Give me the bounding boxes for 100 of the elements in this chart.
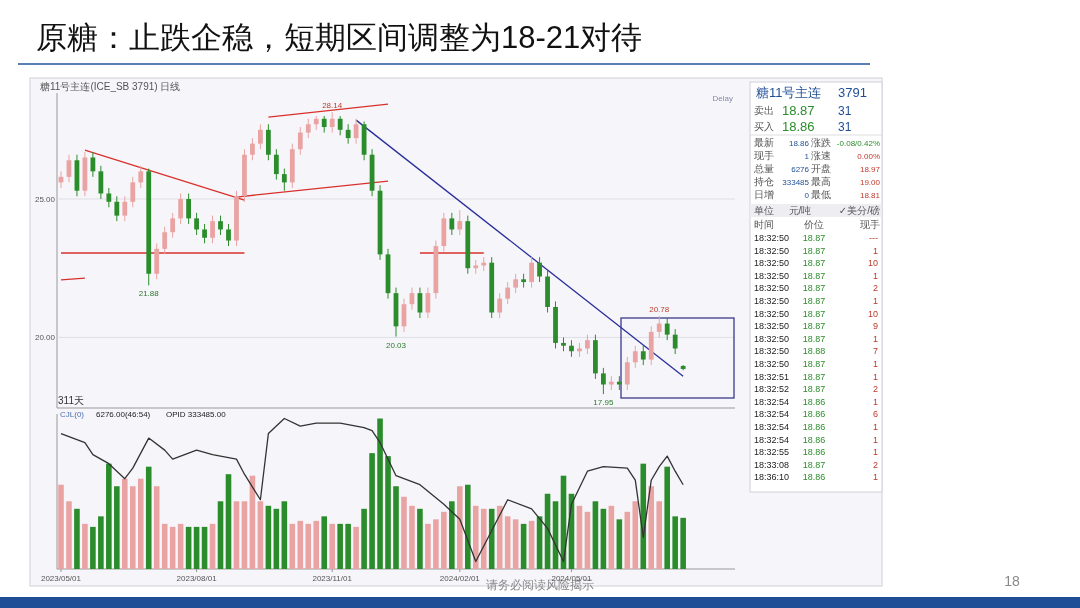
annotation: 311天 (58, 395, 84, 406)
text: 18.87 (802, 283, 826, 294)
text: 18.86 (802, 434, 826, 445)
text: 18:32:54 (754, 422, 790, 432)
text: 18:32:52 (754, 384, 790, 395)
text: 18.87 (802, 371, 826, 382)
text: 18.86 (802, 396, 826, 407)
text: 18:32:50 (754, 270, 790, 281)
text: 现手 (754, 150, 774, 161)
text: 18.87 (802, 459, 826, 470)
text: 单位 (754, 205, 774, 216)
annotation: 20.78 (649, 304, 670, 314)
text: 卖出 (754, 105, 774, 116)
text: 18:32:50 (754, 346, 790, 357)
text: 18.87 (802, 321, 826, 332)
text: 10 (867, 258, 878, 269)
x-tick-label: 2024/02/01 (439, 574, 481, 583)
text: 18.87 (782, 103, 815, 118)
annotation: 6276.00(46:54) (96, 410, 151, 419)
text: 1 (872, 396, 878, 407)
text: 18:32:50 (754, 321, 790, 332)
text: 18.81 (859, 191, 881, 200)
y-tick-label: 20.00 (34, 333, 56, 343)
text: 18.87 (802, 245, 826, 256)
text: 18:32:50 (754, 283, 790, 294)
text: 19.00 (859, 178, 881, 187)
chart-title: 原糖：止跌企稳，短期区间调整为18-21对待 (36, 20, 643, 55)
text: 0.00% (857, 152, 880, 161)
text: 1 (872, 447, 878, 458)
text: 18.86 (788, 139, 810, 148)
text: 持仓 (754, 176, 774, 187)
text: 18.87 (802, 359, 826, 369)
text: 31 (838, 104, 852, 118)
text: 18:32:50 (754, 308, 790, 319)
text: 2 (872, 283, 878, 294)
text: 18.86 (782, 119, 815, 134)
text: 最新 (754, 137, 774, 148)
annotation: 20.03 (385, 340, 407, 350)
text: 18:32:50 (754, 258, 790, 269)
text: 糖11号主连(ICE_SB 3791) 日线 (40, 81, 181, 92)
annotation: 17.95 (593, 398, 614, 408)
text: 最低 (811, 189, 831, 200)
text: 18:32:50 (754, 296, 790, 306)
text: 1 (872, 371, 878, 382)
text: 6 (872, 409, 878, 420)
text: 0 (804, 191, 810, 200)
text: 18.86 (802, 447, 826, 458)
text: 总量 (753, 163, 774, 174)
text: 18:33:08 (754, 459, 790, 470)
text: 18:32:50 (754, 233, 790, 243)
text: 2 (872, 459, 878, 470)
text: 1 (804, 152, 810, 161)
text: 18.86 (802, 422, 826, 432)
x-tick-label: 2023/08/01 (176, 574, 218, 583)
text: 18:32:50 (754, 245, 790, 256)
text: 18:32:54 (754, 409, 790, 420)
y-tick-label: 25.00 (34, 195, 56, 205)
annotation: 21.88 (138, 289, 160, 299)
text: 1 (872, 472, 878, 483)
text: 1 (872, 422, 878, 432)
text: 18.87 (802, 308, 826, 319)
text: 18:32:50 (754, 333, 790, 344)
text: 10 (867, 308, 878, 319)
text: ✓美分/磅 (838, 205, 880, 216)
text: 333485 (782, 178, 810, 187)
text: 31 (838, 120, 852, 134)
text: 18.87 (802, 296, 826, 306)
text: 1 (872, 296, 878, 306)
text: 买入 (754, 121, 774, 132)
text: 18.88 (802, 346, 826, 357)
text: 糖11号主连 (756, 85, 822, 100)
text: 18:32:55 (754, 447, 790, 458)
annotation: OPID 333485.00 (166, 410, 227, 419)
text: 1 (872, 245, 878, 256)
x-tick-label: 2023/11/01 (312, 574, 353, 583)
annotation: CJL(0) (60, 410, 85, 419)
text: Delay (712, 94, 733, 103)
text: 2 (872, 384, 878, 395)
text: 18:32:54 (754, 434, 790, 445)
text: -0.08/0.42% (836, 139, 880, 148)
text: 1 (872, 270, 878, 281)
text: 1 (872, 359, 878, 369)
text: 价位 (803, 219, 824, 230)
annotation: 28.14 (322, 101, 343, 111)
text: 18.87 (802, 233, 826, 243)
text: 开盘 (811, 163, 831, 174)
text: 1 (872, 333, 878, 344)
text: 现手 (860, 219, 880, 230)
text: 18:36:10 (754, 472, 790, 483)
text: --- (869, 233, 878, 243)
text: 18.87 (802, 384, 826, 395)
text: 日增 (754, 189, 774, 200)
text: 18.87 (802, 258, 826, 269)
text: 涨速 (811, 150, 831, 161)
text: 元/吨 (788, 205, 812, 216)
text: 时间 (754, 219, 774, 230)
text: 1 (872, 434, 878, 445)
text: 18.86 (802, 472, 826, 483)
text: 6276 (791, 165, 810, 174)
text: 7 (872, 346, 878, 357)
